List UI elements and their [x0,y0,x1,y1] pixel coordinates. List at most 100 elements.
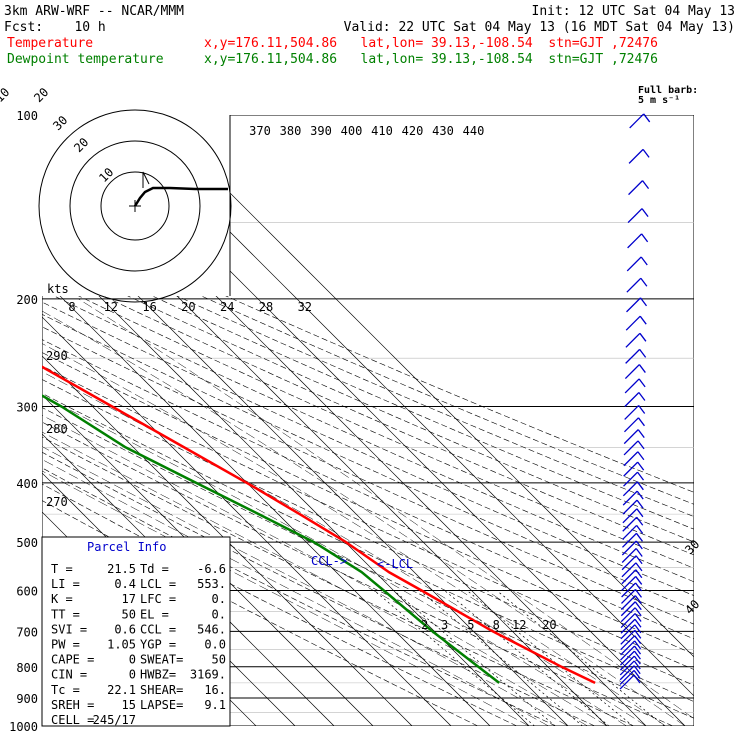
wind-barb-flag [637,451,645,461]
wind-barb-flag [634,618,642,628]
wind-barb [629,113,645,129]
dry-adiabat [42,392,694,702]
parcel-cell: LFC = [140,592,176,606]
wind-barb [622,499,638,515]
parcel-cell: 553. [197,577,226,591]
wind-barb-flag [636,481,644,491]
parcel-cell: 16. [204,683,226,697]
wind-barb-flag [635,562,643,572]
mixing-ratio-label: 20 [542,618,556,632]
ccl-label: CCL-> [311,554,347,568]
dry-adiabat [42,407,694,719]
wind-barb [620,607,636,623]
wind-barb-flag [634,589,643,598]
wind-barb [621,540,637,556]
wind-barb [622,508,638,524]
dry-adiabat [42,289,694,583]
wind-barb [627,208,643,224]
moist-adiabat [42,395,627,726]
wind-barb-flag [635,569,643,579]
wind-barb-flag [635,582,643,592]
parcel-cell: T = [51,562,73,576]
isotherm-label: 20 [31,85,51,105]
dewpoint-legend: Dewpoint temperature [7,52,164,67]
wind-barb [622,481,638,497]
dry-adiabat [42,352,694,655]
wind-barb-flag [643,113,651,123]
wind-barb-flag [634,624,642,634]
dry-adiabat [42,277,694,569]
wind-barb [621,548,637,563]
hodograph-ring [69,140,201,272]
parcel-cell: EL = [140,607,169,621]
hodograph-marker [142,171,150,188]
dry-adiabat [42,313,694,611]
theta-e-label: 420 [402,124,424,138]
pressure-label: 300 [16,401,38,415]
wind-barb-flag [638,392,646,401]
hodograph-axis-label: 28 [259,300,273,314]
wind-barb [621,569,637,585]
wind-barb [628,148,644,164]
wind-barb-flag [633,660,641,670]
wind-barb [620,645,635,661]
isotherm-label: 30 [682,537,702,557]
wind-barb-flag [637,417,645,427]
hodograph-axis-label: 24 [220,300,234,314]
parcel-cell: K = [51,592,73,606]
dry-adiabat [42,266,694,556]
wind-barb [625,332,641,348]
wind-barb-flag [634,601,642,611]
parcel-cell: Td = [140,562,169,576]
mixing-ratio-label: 8 [493,618,500,632]
wind-barb-flag [639,332,647,342]
wind-barb-flag [636,516,644,526]
theta-e-label: 400 [341,124,363,138]
mixing-ratio-label: 3 [441,618,448,632]
parcel-info-box: Parcel Info T = 21.5 Td = -6.6 LI = 0.4 LCL = 55… [41,536,231,727]
model-title: 3km ARW-WRF -- NCAR/MMM [4,4,184,19]
isotherm-line [42,238,530,726]
wind-barb [621,555,637,571]
wind-barb-flag [636,499,644,509]
temperature-location: x,y=176.11,504.86 lat,lon= 39.13,-108.54… [204,36,658,51]
parcel-cell: 22.1 [107,683,136,697]
wind-barb [620,624,636,640]
parcel-cell: 0. [212,607,226,621]
dry-adiabat [42,339,694,640]
wind-barb [621,575,637,591]
wind-barb [619,665,635,681]
wind-barb [619,674,635,690]
wind-barb-flag [641,208,649,217]
wind-barb [622,524,638,540]
parcel-cell: PW = [51,638,80,652]
wind-barb-flag [639,315,647,325]
wind-barb [622,532,637,548]
wind-barb [619,660,635,676]
pressure-label: 400 [16,477,38,491]
hodograph-axis-label: 12 [104,300,118,314]
wind-barb-flag [641,233,649,243]
parcel-cell: CIN = [51,668,87,682]
wind-barb-flag [636,490,644,500]
parcel-cell: 17 [122,592,136,606]
wind-barb-flag [636,525,644,534]
isotherm-label: 10 [0,85,12,105]
wind-barb [619,650,635,666]
dry-adiabat [42,451,595,726]
parcel-cell: SREH = [51,698,94,712]
lcl-label: <-LCL [377,557,413,571]
theta-e-label: 380 [280,124,302,138]
wind-barb-flag [638,364,646,373]
wind-barb [622,516,638,532]
wind-barb [623,471,638,487]
wind-barb [620,613,636,628]
wind-barb [627,233,643,249]
wind-barb [623,417,639,433]
barb-legend: 5 m s⁻¹ [638,95,680,106]
pressure-label: 500 [16,536,38,550]
wind-barb-flag [635,548,643,557]
mixing-ratio-line [373,590,535,726]
wind-barb-flag [637,461,645,471]
